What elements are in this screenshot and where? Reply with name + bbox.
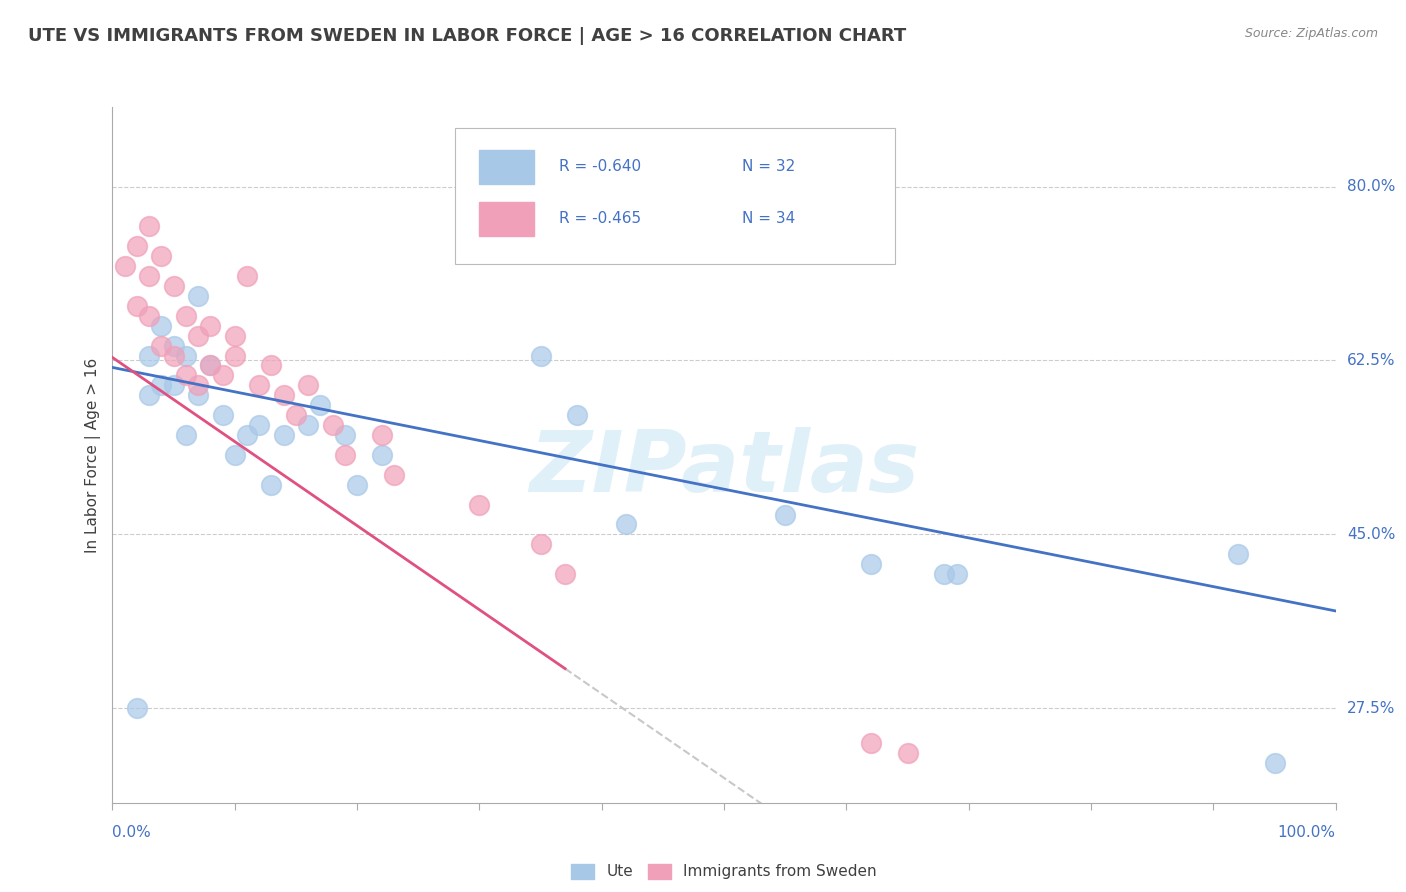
Text: 45.0%: 45.0% (1347, 527, 1395, 542)
Point (934, 567, 956, 582)
Point (859, 736, 882, 750)
Point (529, 349, 551, 363)
Point (163, 349, 186, 363)
Point (224, 448, 246, 462)
Point (945, 567, 967, 582)
Text: N = 34: N = 34 (742, 211, 796, 226)
Point (247, 418, 270, 433)
Point (236, 428, 259, 442)
Point (187, 289, 209, 303)
Point (297, 378, 319, 392)
Point (125, 701, 148, 715)
Point (333, 448, 356, 462)
Text: UTE VS IMMIGRANTS FROM SWEDEN IN LABOR FORCE | AGE > 16 CORRELATION CHART: UTE VS IMMIGRANTS FROM SWEDEN IN LABOR F… (28, 27, 907, 45)
Text: R = -0.640: R = -0.640 (560, 159, 641, 174)
Point (150, 318, 173, 333)
Text: N = 32: N = 32 (742, 159, 796, 174)
Point (370, 448, 392, 462)
Bar (479, 150, 534, 184)
Point (1226, 547, 1249, 561)
Legend: Ute, Immigrants from Sweden: Ute, Immigrants from Sweden (565, 857, 883, 886)
Point (138, 309, 160, 323)
Text: Source: ZipAtlas.com: Source: ZipAtlas.com (1244, 27, 1378, 40)
Point (138, 219, 160, 234)
Point (333, 428, 356, 442)
Point (138, 388, 160, 402)
Text: 100.0%: 100.0% (1278, 825, 1336, 840)
Text: 62.5%: 62.5% (1347, 353, 1395, 368)
Point (284, 408, 308, 422)
Point (125, 299, 148, 313)
Point (125, 239, 148, 253)
Point (775, 508, 797, 522)
Point (273, 388, 295, 402)
Point (529, 537, 551, 551)
Bar (479, 202, 534, 235)
Text: ZIPatlas: ZIPatlas (529, 427, 920, 510)
Point (297, 418, 319, 433)
Point (150, 378, 173, 392)
Point (224, 328, 246, 343)
Text: R = -0.465: R = -0.465 (560, 211, 641, 226)
Point (200, 318, 222, 333)
Point (897, 746, 920, 760)
Point (187, 328, 209, 343)
Point (236, 268, 259, 283)
Point (150, 249, 173, 263)
Point (187, 378, 209, 392)
Point (554, 567, 576, 582)
Point (163, 338, 186, 352)
Point (174, 368, 197, 383)
Point (247, 378, 270, 392)
Point (200, 359, 222, 373)
Point (174, 349, 197, 363)
Point (346, 477, 368, 491)
Text: 80.0%: 80.0% (1347, 179, 1395, 194)
Text: 27.5%: 27.5% (1347, 701, 1395, 716)
Point (200, 359, 222, 373)
Point (224, 349, 246, 363)
Text: 0.0%: 0.0% (112, 825, 152, 840)
Point (468, 498, 491, 512)
Point (114, 259, 136, 273)
Point (273, 428, 295, 442)
Point (174, 428, 197, 442)
Point (260, 359, 283, 373)
Point (187, 388, 209, 402)
Point (382, 467, 405, 482)
Point (260, 477, 283, 491)
Point (211, 368, 233, 383)
Point (370, 428, 392, 442)
Point (1264, 756, 1286, 770)
Point (138, 268, 160, 283)
Point (614, 517, 637, 532)
Point (163, 279, 186, 293)
Point (163, 378, 186, 392)
Point (211, 408, 233, 422)
Point (309, 398, 332, 412)
Point (174, 309, 197, 323)
Point (859, 558, 882, 572)
FancyBboxPatch shape (456, 128, 896, 264)
Y-axis label: In Labor Force | Age > 16: In Labor Force | Age > 16 (86, 358, 101, 552)
Point (138, 349, 160, 363)
Point (322, 418, 344, 433)
Point (150, 338, 173, 352)
Point (567, 408, 589, 422)
